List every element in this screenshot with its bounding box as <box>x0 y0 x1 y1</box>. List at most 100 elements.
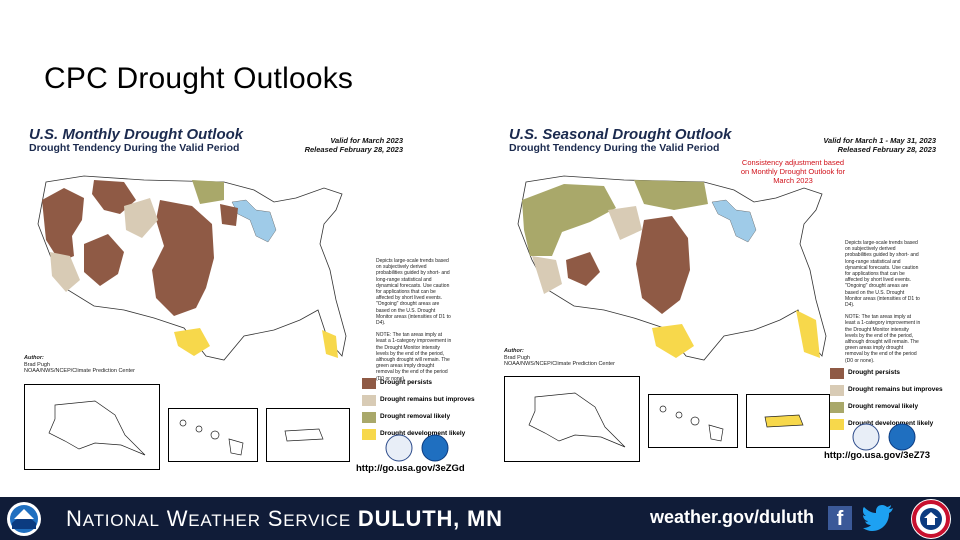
office-website-link[interactable]: weather.gov/duluth <box>650 507 815 527</box>
legend-row-improves: Drought remains but improves <box>830 383 960 400</box>
seasonal-map-title: U.S. Seasonal Drought Outlook <box>509 126 732 143</box>
monthly-map-subtitle: Drought Tendency During the Valid Period <box>29 142 240 154</box>
monthly-hawaii-inset <box>168 408 258 462</box>
noaa-logo-icon <box>421 434 449 462</box>
nws-eather: EATHER <box>188 511 261 530</box>
monthly-valid-block: Valid for March 2023 Released February 2… <box>253 136 403 154</box>
monthly-persists-nw <box>42 188 84 262</box>
seasonal-valid-text: Valid for March 1 - May 31, 2023 <box>823 136 936 145</box>
monthly-agency-logos <box>385 434 449 462</box>
legend-row-persists: Drought persists <box>362 376 512 393</box>
nws-footer-bar: NATIONAL WEATHER SERVICE DULUTH, MN weat… <box>0 497 960 540</box>
seasonal-short-url[interactable]: http://go.usa.gov/3eZ73 <box>824 450 931 461</box>
seasonal-dev-tx <box>652 324 694 358</box>
seasonal-author-name: Brad Pugh <box>504 354 530 361</box>
monthly-alaska-inset <box>24 384 160 470</box>
doc-seal-icon <box>852 423 880 451</box>
weather-ready-nation-icon[interactable] <box>910 498 952 540</box>
monthly-persists-n <box>92 180 136 214</box>
legend-row-persists: Drought persists <box>830 366 960 383</box>
seasonal-map-subtitle: Drought Tendency During the Valid Period <box>509 142 720 154</box>
legend-swatch-development <box>362 429 376 440</box>
seasonal-author-block: Author: Brad Pugh NOAA/NWS/NCEP/Climate … <box>504 348 615 368</box>
nws-s: S <box>267 506 284 531</box>
monthly-dev-fl <box>322 330 338 358</box>
seasonal-hawaii-inset <box>648 394 738 448</box>
great-lakes <box>711 199 757 243</box>
seasonal-removal-n <box>634 180 708 210</box>
hawaii-outline-icon <box>179 419 244 456</box>
legend-label-removal: Drought removal likely <box>848 403 919 410</box>
legend-swatch-persists <box>362 378 376 389</box>
monthly-author-name: Brad Pugh <box>24 361 50 368</box>
alaska-outline-icon <box>48 400 146 456</box>
puerto-rico-outline-icon <box>284 428 324 442</box>
monthly-author-label: Author: <box>24 355 44 361</box>
legend-swatch-persists <box>830 368 844 379</box>
seasonal-puerto-rico-inset <box>746 394 830 448</box>
seasonal-notes: Depicts large-scale trends based on subj… <box>845 240 921 370</box>
seasonal-note-1: Depicts large-scale trends based on subj… <box>845 240 920 309</box>
puerto-rico-outline-icon <box>764 414 804 428</box>
noaa-logo-icon[interactable] <box>6 501 42 537</box>
monthly-legend: Drought persists Drought remains but imp… <box>362 376 512 444</box>
facebook-icon[interactable]: f <box>828 506 852 530</box>
monthly-improves-c <box>124 198 158 238</box>
seasonal-valid-block: Valid for March 1 - May 31, 2023 Release… <box>786 136 936 154</box>
monthly-released-text: Released February 28, 2023 <box>304 145 403 154</box>
monthly-note-1: Depicts large-scale trends based on subj… <box>376 258 451 327</box>
seasonal-persists-plains <box>636 216 690 314</box>
monthly-removal-n <box>192 180 224 204</box>
slide-title: CPC Drought Outlooks <box>44 62 354 95</box>
seasonal-dev-fl <box>796 310 820 358</box>
legend-label-persists: Drought persists <box>380 379 433 386</box>
seasonal-author-label: Author: <box>504 348 524 354</box>
legend-swatch-development <box>830 419 844 430</box>
legend-row-development: Drought development likely <box>362 427 512 444</box>
monthly-persists-plains <box>152 200 214 316</box>
monthly-us-map <box>37 175 347 361</box>
nws-ational: ATIONAL <box>82 511 160 530</box>
legend-label-improves: Drought remains but improves <box>848 386 943 393</box>
monthly-short-url[interactable]: http://go.usa.gov/3eZGd <box>356 463 465 474</box>
monthly-drought-improves-areas <box>50 198 158 292</box>
seasonal-outlook-panel: U.S. Seasonal Drought Outlook Drought Te… <box>498 120 960 480</box>
nws-office-title: NATIONAL WEATHER SERVICE DULUTH, MN <box>66 506 503 532</box>
nws-office-name: DULUTH, MN <box>357 506 503 531</box>
monthly-map-title: U.S. Monthly Drought Outlook <box>29 126 244 143</box>
monthly-improves-w <box>50 252 80 292</box>
monthly-persists-mw <box>220 204 238 226</box>
seasonal-drought-development-areas <box>652 310 820 358</box>
seasonal-removal-nw <box>522 184 616 256</box>
monthly-drought-removal-areas <box>192 180 224 204</box>
great-lakes <box>231 199 277 243</box>
seasonal-us-map <box>517 175 827 361</box>
monthly-drought-persists-areas <box>42 180 238 316</box>
seasonal-legend: Drought persists Drought remains but imp… <box>830 366 960 434</box>
monthly-valid-text: Valid for March 2023 <box>330 136 403 145</box>
legend-row-removal: Drought removal likely <box>830 400 960 417</box>
monthly-outlook-panel: U.S. Monthly Drought Outlook Drought Ten… <box>18 120 480 480</box>
alaska-outline-icon <box>528 392 626 448</box>
seasonal-alaska-inset <box>504 376 640 462</box>
monthly-author-block: Author: Brad Pugh NOAA/NWS/NCEP/Climate … <box>24 355 135 375</box>
legend-row-improves: Drought remains but improves <box>362 393 512 410</box>
seasonal-author-org: NOAA/NWS/NCEP/Climate Prediction Center <box>504 361 615 367</box>
nws-w: W <box>166 506 189 531</box>
noaa-logo-icon <box>888 423 916 451</box>
monthly-dev-tx <box>174 328 210 356</box>
doc-seal-icon <box>385 434 413 462</box>
legend-row-removal: Drought removal likely <box>362 410 512 427</box>
legend-label-removal: Drought removal likely <box>380 413 451 420</box>
twitter-icon[interactable] <box>862 504 894 532</box>
legend-label-persists: Drought persists <box>848 369 901 376</box>
legend-swatch-improves <box>830 385 844 396</box>
monthly-persists-sw <box>84 234 124 286</box>
seasonal-note-2: NOTE: The tan areas imply at least a 1-c… <box>845 314 921 364</box>
legend-swatch-improves <box>362 395 376 406</box>
nws-ervice: ERVICE <box>283 511 351 530</box>
hawaii-outline-icon <box>659 405 724 442</box>
legend-label-development: Drought development likely <box>848 420 934 427</box>
legend-label-improves: Drought remains but improves <box>380 396 475 403</box>
legend-row-development: Drought development likely <box>830 417 960 434</box>
